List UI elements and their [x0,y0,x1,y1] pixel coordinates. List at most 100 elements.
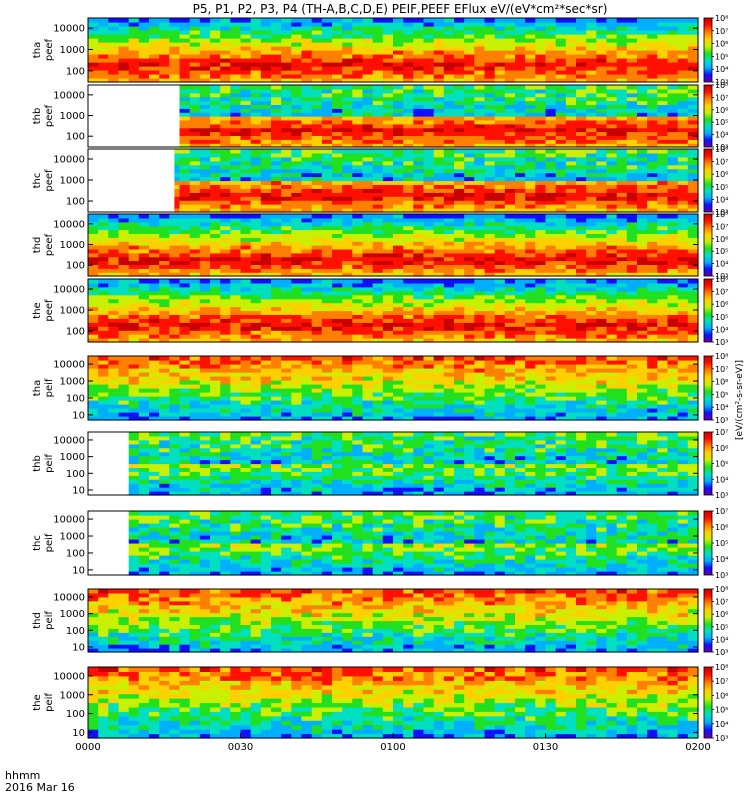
y-tick-label: 1000 [60,240,85,251]
colorbar-tick-label: 10⁷ [715,158,728,167]
colorbar-tick-label: 10³ [715,272,728,281]
panel-product-label: peif [44,378,55,397]
y-tick-label: 10000 [53,515,85,526]
colorbar-tick-label: 10⁷ [715,222,728,231]
spectrogram-cells [88,589,699,653]
x-tick-label: 0030 [228,742,253,753]
panel-probe-label: thd [32,612,43,629]
colorbar-tick-label: 10⁴ [715,260,728,269]
colorbar-tick-label: 10⁴ [715,720,728,729]
colorbar-tick-label: 10⁸ [715,145,728,154]
panel-probe-label: thb [32,108,43,125]
y-tick-label: 10 [72,728,85,739]
colorbar-tick-label: 10⁵ [715,313,728,322]
colorbar-tick-label: 10⁷ [715,288,728,297]
panel-frame [87,588,699,653]
colorbar-tick-label: 10⁵ [715,539,728,548]
colorbar-tick-label: 10⁵ [715,118,728,127]
colorbar-tick-label: 10⁸ [715,663,728,672]
y-tick-label: 10 [72,485,85,496]
x-axis-label: hhmm [5,769,40,782]
colorbar [703,431,713,496]
y-tick-label: 1000 [60,532,85,543]
colorbar-tick-label: 10⁵ [715,52,728,61]
panel-thb-peef: 10000 1000 100 thb peef 10⁸ 10⁷ 10⁶ 10⁵ 10⁴ 10³ [32,81,728,152]
colorbar-tick-label: 10⁸ [715,585,728,594]
time-axis: 0000 0030 0100 0130 0200 [75,733,711,753]
y-tick-label: 100 [66,393,85,404]
colorbar [703,213,713,277]
panel-the-peef: 10000 1000 100 the peef 10⁸ 10⁷ 10⁶ 10⁵ 10⁴ 10³ [32,275,728,347]
spectrogram-cells [88,214,699,277]
date-label: 2016 Mar 16 [5,781,75,794]
colorbar-tick-label: 10⁶ [715,691,728,700]
colorbar-tick-label: 10⁴ [715,635,728,644]
colorbar-tick-label: 10⁶ [715,300,728,309]
colorbar-tick-label: 10⁷ [715,365,728,374]
panel-probe-label: tha [32,380,43,396]
x-tick-label: 0200 [685,742,710,753]
y-tick-label: 1000 [60,609,85,620]
panel-thc-peif: 10000 1000 100 10 thc peif 10⁷ 10⁶ 10⁵ 10⁴ 10³ [32,507,728,580]
colorbar-tick-label: 10⁶ [715,40,728,49]
y-tick-label: 1000 [60,306,85,317]
spectrogram-cells [128,511,699,576]
y-tick-label: 1000 [60,176,85,187]
colorbar-tick-label: 10⁶ [715,444,728,453]
y-tick-label: 100 [66,66,85,77]
y-tick-label: 100 [66,626,85,637]
colorbar-tick-label: 10³ [715,571,728,580]
colorbar-tick-label: 10³ [715,208,728,217]
spectrogram-cells [174,149,699,213]
colorbar-units-label: [eV/(cm²-s-sr-eV)] [735,360,745,440]
colorbar-tick-label: 10⁷ [715,677,728,686]
panel-product-label: peif [44,533,55,552]
colorbar-tick-label: 10⁴ [715,325,728,334]
colorbar-tick-label: 10⁵ [715,247,728,256]
colorbar-tick-label: 10³ [715,648,728,657]
x-tick-label: 0100 [380,742,405,753]
spectrogram-cells [88,667,699,739]
panel-product-label: peif [44,693,55,712]
colorbar-tick-label: 10⁶ [715,610,728,619]
colorbar [703,510,713,576]
colorbar-tick-label: 10⁵ [715,623,728,632]
colorbar-tick-label: 10⁵ [715,183,728,192]
colorbar-tick-label: 10⁶ [715,378,728,387]
y-tick-label: 10000 [53,671,85,682]
y-tick-label: 1000 [60,377,85,388]
y-tick-label: 10000 [53,360,85,371]
colorbar-tick-label: 10³ [715,143,728,152]
colorbar-tick-label: 10³ [715,338,728,347]
colorbar [703,355,713,421]
spectrogram-cells [179,85,699,148]
panel-product-label: peef [44,299,55,322]
panel-probe-label: thc [32,173,43,189]
colorbar-tick-label: 10⁸ [715,81,728,90]
y-tick-label: 1000 [60,690,85,701]
colorbar-tick-label: 10⁴ [715,403,728,412]
colorbar-tick-label: 10⁴ [715,555,728,564]
panel-probe-label: thd [32,237,43,254]
y-tick-label: 10000 [53,435,85,446]
colorbar-tick-label: 10⁷ [715,598,728,607]
y-tick-label: 100 [66,469,85,480]
panel-product-label: peef [44,233,55,256]
colorbar-tick-label: 10⁸ [715,352,728,361]
y-tick-label: 10000 [53,592,85,603]
colorbar-tick-label: 10⁷ [715,27,728,36]
colorbar [703,278,713,343]
colorbar [703,17,713,83]
panel-product-label: peif [44,454,55,473]
panel-frame [87,431,699,496]
spectrogram-cells [88,356,699,421]
panel-thc-peef: 10000 1000 100 thc peef 10⁸ 10⁷ 10⁶ 10⁵ 10⁴ 10³ [32,145,728,217]
colorbar-tick-label: 10⁶ [715,106,728,115]
colorbar-tick-label: 10³ [715,491,728,500]
y-tick-label: 10 [72,410,85,421]
colorbar-tick-label: 10⁸ [715,275,728,284]
y-tick-label: 1000 [60,45,85,56]
y-tick-label: 1000 [60,452,85,463]
spectrogram-cells [88,18,699,83]
